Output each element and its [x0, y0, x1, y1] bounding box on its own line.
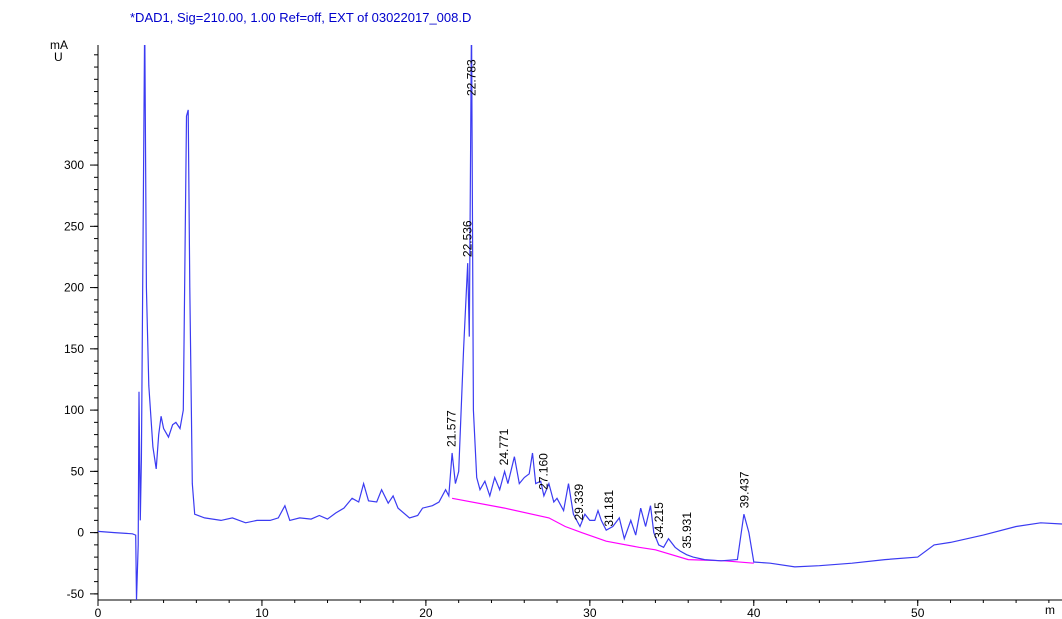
peak-label: 35.931: [680, 512, 694, 549]
peak-label: 27.160: [536, 453, 550, 490]
y-tick-label: 0: [77, 526, 84, 540]
plot-area: [98, 45, 1062, 600]
x-tick-label: 40: [747, 606, 761, 619]
peak-label: 34.215: [652, 502, 666, 539]
series-line: [98, 45, 1062, 600]
y-label: mA: [50, 38, 68, 52]
x-tick-label: 20: [419, 606, 433, 619]
y-tick-label: 150: [64, 342, 84, 356]
peak-label: 22.783: [465, 59, 479, 96]
x-tick-label: 10: [255, 606, 269, 619]
chart-title: *DAD1, Sig=210.00, 1.00 Ref=off, EXT of …: [130, 10, 471, 25]
x-label: m: [1045, 603, 1055, 617]
peak-label: 24.771: [497, 428, 511, 465]
x-tick-label: 0: [95, 606, 102, 619]
y-tick-label: 100: [64, 403, 84, 417]
x-tick-label: 50: [911, 606, 925, 619]
y-tick-label: 50: [71, 464, 85, 478]
y-tick-label: 300: [64, 158, 84, 172]
peak-label: 22.536: [460, 220, 474, 257]
peak-label: 21.577: [445, 410, 459, 447]
peak-label: 29.339: [572, 483, 586, 520]
x-tick-label: 30: [583, 606, 597, 619]
y-label: U: [54, 50, 63, 64]
peak-label: 31.181: [602, 490, 616, 527]
y-tick-label: 200: [64, 281, 84, 295]
peak-label: 39.437: [738, 471, 752, 508]
y-tick-label: 250: [64, 219, 84, 233]
y-tick-label: -50: [67, 587, 85, 601]
series-line: [451, 497, 754, 564]
